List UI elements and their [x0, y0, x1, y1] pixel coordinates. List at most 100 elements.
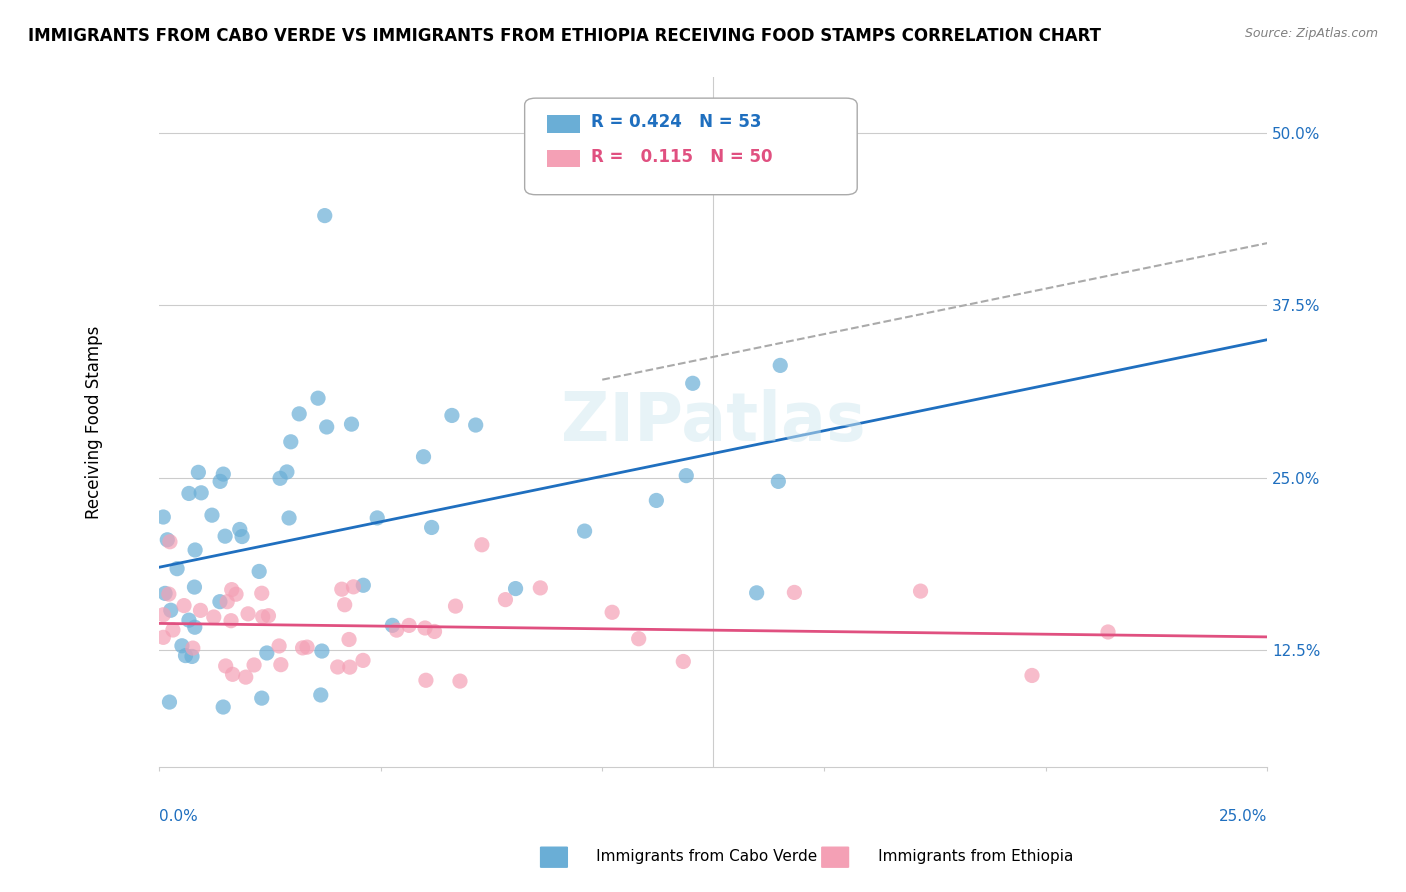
Point [256, 646, 278, 660]
Point [174, 648, 197, 663]
Point [340, 417, 363, 431]
Point [326, 660, 349, 674]
Point [250, 586, 273, 600]
Point [291, 640, 314, 655]
Point [315, 420, 337, 434]
Point [307, 391, 329, 405]
Point [202, 610, 225, 624]
Point [231, 529, 253, 543]
Point [157, 587, 180, 601]
Point [352, 653, 374, 667]
Point [159, 534, 181, 549]
Point [162, 623, 184, 637]
Point [159, 695, 181, 709]
Point [314, 209, 336, 223]
Point [398, 618, 420, 632]
Bar [547, 150, 581, 167]
Point [269, 471, 291, 485]
Point [440, 409, 463, 423]
Point [672, 655, 695, 669]
Point [311, 644, 333, 658]
Point [153, 586, 176, 600]
Point [190, 485, 212, 500]
Point [423, 624, 446, 639]
Point [415, 673, 437, 688]
Point [156, 533, 179, 547]
Point [444, 599, 467, 613]
Point [529, 581, 551, 595]
Point [152, 631, 174, 645]
Point [183, 580, 205, 594]
Text: ZIPatlas: ZIPatlas [561, 389, 866, 455]
Point [385, 623, 408, 637]
Point [627, 632, 650, 646]
Point [252, 609, 274, 624]
Point [212, 700, 235, 714]
Point [225, 587, 247, 601]
Point [309, 688, 332, 702]
Point [449, 674, 471, 689]
Text: R = 0.424   N = 53: R = 0.424 N = 53 [591, 113, 762, 131]
Point [170, 639, 193, 653]
FancyBboxPatch shape [524, 98, 858, 194]
Point [278, 511, 301, 525]
Point [352, 578, 374, 592]
Point [181, 649, 204, 664]
Point [270, 657, 292, 672]
Point [236, 607, 259, 621]
Point [675, 468, 697, 483]
Point [420, 520, 443, 534]
Point [330, 582, 353, 597]
Text: Immigrants from Cabo Verde: Immigrants from Cabo Verde [562, 849, 818, 863]
Point [190, 603, 212, 617]
Point [295, 640, 318, 654]
Point [288, 407, 311, 421]
Point [276, 465, 298, 479]
Text: 25.0%: 25.0% [1219, 809, 1267, 823]
Point [152, 510, 174, 524]
Point [177, 486, 200, 500]
Point [184, 543, 207, 558]
Point [219, 614, 242, 628]
Bar [547, 115, 581, 133]
Point [221, 582, 243, 597]
Point [910, 584, 932, 599]
Point [235, 670, 257, 684]
Point [471, 538, 494, 552]
Point [333, 598, 356, 612]
Point [745, 586, 768, 600]
Y-axis label: Receiving Food Stamps: Receiving Food Stamps [86, 326, 103, 519]
Point [229, 523, 252, 537]
Point [212, 467, 235, 482]
Point [152, 607, 174, 622]
Point [201, 508, 224, 523]
Point [247, 565, 270, 579]
Point [600, 605, 623, 619]
Point [166, 562, 188, 576]
Point [494, 592, 516, 607]
Point [645, 493, 668, 508]
Point [464, 418, 486, 433]
Point [250, 691, 273, 706]
Point [214, 529, 236, 543]
Point [184, 620, 207, 634]
Text: R =   0.115   N = 50: R = 0.115 N = 50 [591, 148, 773, 166]
Point [221, 667, 243, 681]
Point [769, 359, 792, 373]
Text: IMMIGRANTS FROM CABO VERDE VS IMMIGRANTS FROM ETHIOPIA RECEIVING FOOD STAMPS COR: IMMIGRANTS FROM CABO VERDE VS IMMIGRANTS… [28, 27, 1101, 45]
Point [412, 450, 434, 464]
Point [177, 613, 200, 627]
Text: Immigrants from Ethiopia: Immigrants from Ethiopia [844, 849, 1073, 863]
Point [257, 608, 280, 623]
Point [243, 657, 266, 672]
Point [1277, 641, 1299, 656]
Point [209, 475, 232, 489]
Point [339, 660, 361, 674]
Point [269, 639, 291, 653]
Point [366, 511, 388, 525]
Point [1097, 624, 1119, 639]
Point [173, 599, 195, 613]
Point [783, 585, 806, 599]
Point [682, 376, 704, 391]
Point [217, 595, 239, 609]
